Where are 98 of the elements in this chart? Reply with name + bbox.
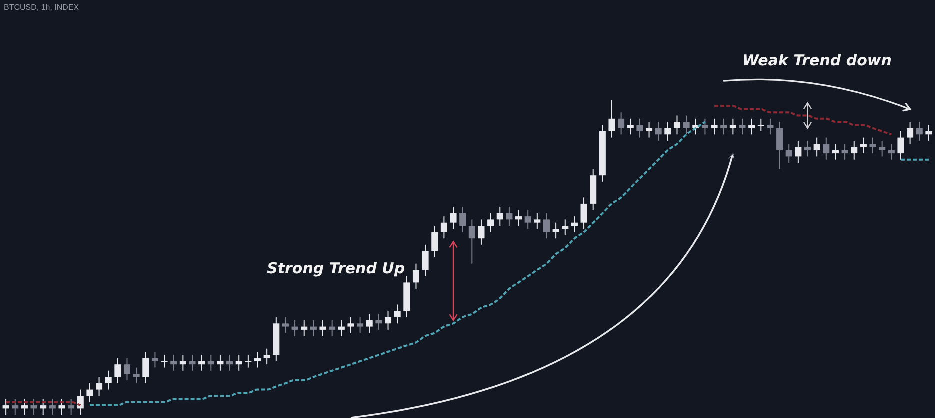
annotation: Strong Trend Up (267, 259, 406, 278)
candlestick (524, 210, 532, 230)
candlestick (776, 122, 784, 170)
candlestick (823, 137, 830, 160)
candlestick (217, 354, 224, 372)
candlestick (720, 118, 728, 136)
candlestick (105, 370, 112, 390)
candlestick (730, 118, 736, 136)
candlestick (394, 304, 401, 324)
chart-title: BTCUSD, 1h, INDEX (4, 3, 80, 12)
candlestick (468, 219, 476, 264)
candlestick (646, 122, 653, 138)
candlestick (49, 398, 56, 416)
candlestick (161, 354, 168, 368)
candlestick (124, 358, 131, 381)
candlestick (114, 358, 122, 384)
candlestick (580, 197, 588, 230)
candlestick (842, 144, 848, 160)
candlestick (412, 263, 420, 290)
candlestick (86, 383, 94, 403)
candlestick (664, 122, 672, 142)
candlestick (68, 398, 75, 416)
candlestick (851, 140, 858, 160)
candlestick (2, 398, 10, 416)
candlestick (562, 219, 569, 236)
candlestick (245, 354, 252, 368)
candlestick (804, 140, 812, 158)
candlestick (758, 118, 764, 132)
candlestick (767, 118, 774, 136)
candlestick (348, 316, 354, 334)
candlestick (683, 115, 690, 136)
candlestick (12, 398, 19, 416)
candlestick (636, 118, 644, 138)
candlestick (571, 216, 578, 233)
candlestick (674, 115, 681, 136)
candlestick (898, 131, 904, 160)
candlestick (739, 118, 746, 136)
candlestick (814, 137, 820, 158)
candlestick (292, 320, 298, 337)
candlestick (916, 122, 923, 142)
candlestick (506, 206, 513, 226)
candlestick (516, 210, 522, 226)
candlestick (608, 100, 616, 138)
candlestick (655, 122, 662, 142)
candlestick (702, 118, 708, 136)
candlestick (496, 206, 504, 226)
candlestick (907, 122, 914, 145)
candlestick (133, 367, 140, 384)
candlestick (264, 348, 270, 366)
candlestick (226, 354, 234, 372)
candlestick (376, 314, 382, 330)
candlestick (77, 389, 84, 416)
candlestick (543, 212, 550, 240)
candlestick (170, 354, 178, 372)
candlestick (748, 118, 756, 136)
candlestick (301, 320, 308, 337)
candlestick (879, 140, 886, 158)
text: Weak Trend down (742, 51, 892, 70)
candlestick (236, 354, 242, 372)
candlestick (208, 354, 214, 372)
candlestick (926, 124, 932, 142)
candlestick (488, 212, 494, 233)
candlestick (357, 316, 364, 334)
candlestick (329, 320, 336, 337)
candlestick (180, 354, 186, 372)
candlestick (152, 352, 158, 368)
candlestick (385, 310, 392, 330)
candlestick (888, 144, 895, 160)
candlestick (96, 376, 103, 397)
candlestick (198, 354, 206, 372)
candlestick (832, 144, 839, 160)
candlestick (310, 320, 317, 337)
candlestick (711, 118, 718, 136)
candlestick (30, 398, 38, 416)
candlestick (189, 354, 196, 372)
candlestick (58, 398, 66, 416)
candlestick (460, 206, 466, 233)
candlestick (320, 320, 326, 337)
candlestick (618, 112, 625, 136)
candlestick (534, 212, 541, 230)
candlestick (552, 222, 560, 240)
candlestick (478, 219, 485, 246)
candlestick (282, 316, 289, 334)
candlestick (366, 314, 373, 334)
candlestick (870, 137, 876, 154)
candlestick (786, 144, 792, 164)
candlestick (338, 320, 345, 337)
candlestick (422, 244, 429, 277)
candlestick (142, 352, 150, 384)
candlestick (440, 216, 448, 240)
candlestick (450, 206, 457, 230)
candlestick (21, 398, 28, 416)
candlestick (795, 140, 802, 164)
candlestick (40, 398, 47, 416)
candlestick (254, 352, 262, 368)
candlestick (627, 118, 634, 136)
candlestick (860, 137, 867, 154)
candlestick (432, 226, 438, 258)
